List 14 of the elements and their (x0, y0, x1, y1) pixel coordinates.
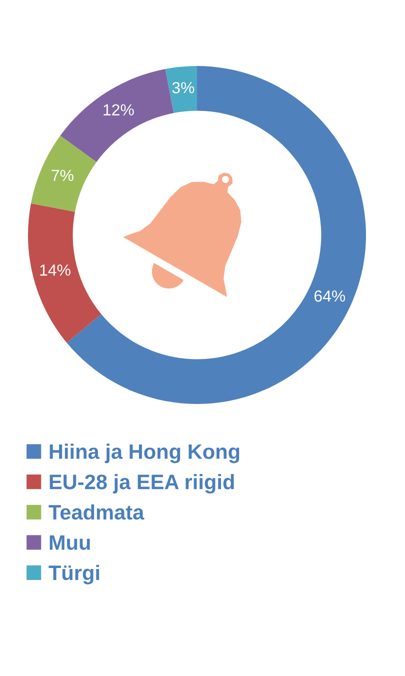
legend-label: Teadmata (48, 504, 144, 520)
legend-label: Hiina ja Hong Kong (50, 444, 240, 464)
legend-label: EU-28 ja EEA riigid (50, 474, 234, 494)
legend-label: Muu (50, 535, 90, 550)
legend-label: Türgi (48, 564, 100, 584)
data-label: 14% (40, 264, 70, 276)
donut-slice (30, 136, 97, 212)
data-label: 12% (104, 104, 134, 116)
donut-slice (165, 66, 197, 113)
data-label: 64% (314, 290, 346, 302)
donut-slice (60, 68, 174, 162)
donut-slice (28, 203, 102, 343)
data-label: 7% (52, 170, 74, 181)
data-label: 3% (172, 82, 194, 94)
